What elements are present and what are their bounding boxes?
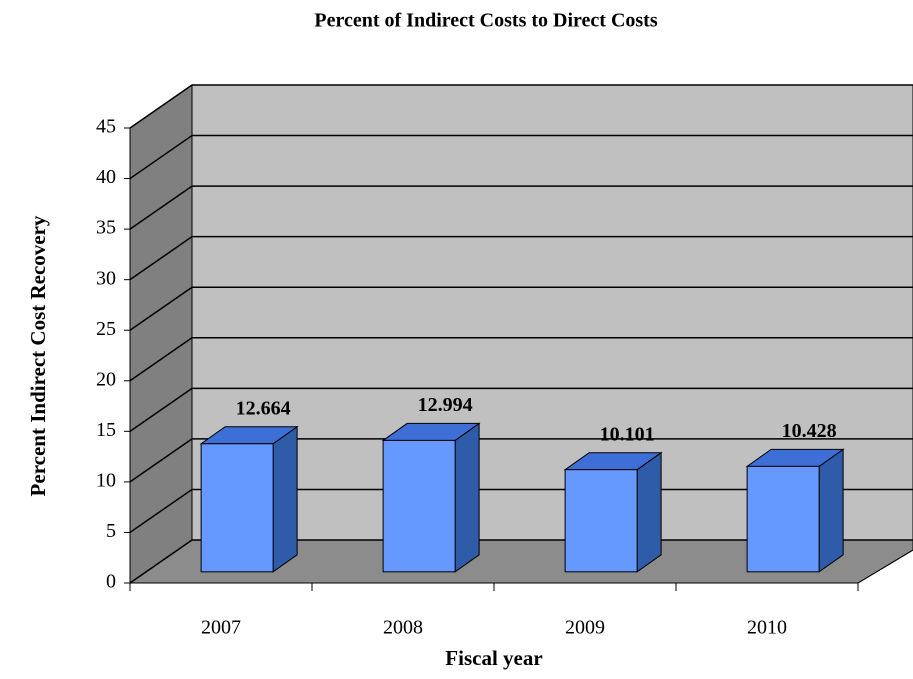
x-tick-label: 2009 — [565, 617, 605, 639]
grid-line — [129, 438, 193, 483]
y-axis-title: Percent Indirect Cost Recovery — [26, 215, 50, 496]
grid-line — [129, 387, 193, 432]
grid-line — [129, 236, 193, 281]
value-label: 12.664 — [236, 397, 291, 419]
y-tick-label: 20 — [96, 368, 116, 390]
value-label: 10.428 — [782, 420, 837, 442]
value-label: 10.101 — [600, 423, 655, 445]
value-label: 12.994 — [418, 394, 473, 416]
y-tick-label: 40 — [96, 166, 116, 188]
y-tick-label: 25 — [96, 318, 116, 340]
y-tick-label: 30 — [96, 267, 116, 289]
chart-title: Percent of Indirect Costs to Direct Cost… — [314, 10, 657, 32]
grid-line — [129, 337, 193, 382]
bar — [564, 469, 638, 573]
y-tick-label: 5 — [106, 520, 116, 542]
y-tick-label: 45 — [96, 116, 116, 138]
bar — [746, 465, 820, 573]
grid-line — [129, 539, 193, 584]
x-tick-label: 2008 — [383, 617, 423, 639]
grid-line — [129, 488, 193, 534]
bar-side — [636, 451, 662, 573]
x-tick-label: 2010 — [747, 617, 787, 639]
grid-line — [129, 84, 193, 129]
y-tick-label: 35 — [96, 217, 116, 239]
x-tick-label: 2007 — [201, 617, 241, 639]
bar — [382, 439, 456, 573]
grid-line — [129, 185, 193, 230]
y-tick-label: 10 — [96, 469, 116, 491]
bar-side — [818, 448, 844, 573]
bar-side — [272, 425, 298, 573]
y-tick-label: 0 — [106, 571, 116, 593]
grid-line — [129, 286, 193, 331]
x-axis-edge — [857, 549, 913, 584]
grid-line — [129, 134, 193, 180]
y-tick-label: 15 — [96, 419, 116, 441]
side-wall — [129, 84, 193, 584]
bar-side — [454, 422, 480, 573]
bar — [200, 443, 274, 573]
x-axis-title: Fiscal year — [445, 646, 542, 670]
